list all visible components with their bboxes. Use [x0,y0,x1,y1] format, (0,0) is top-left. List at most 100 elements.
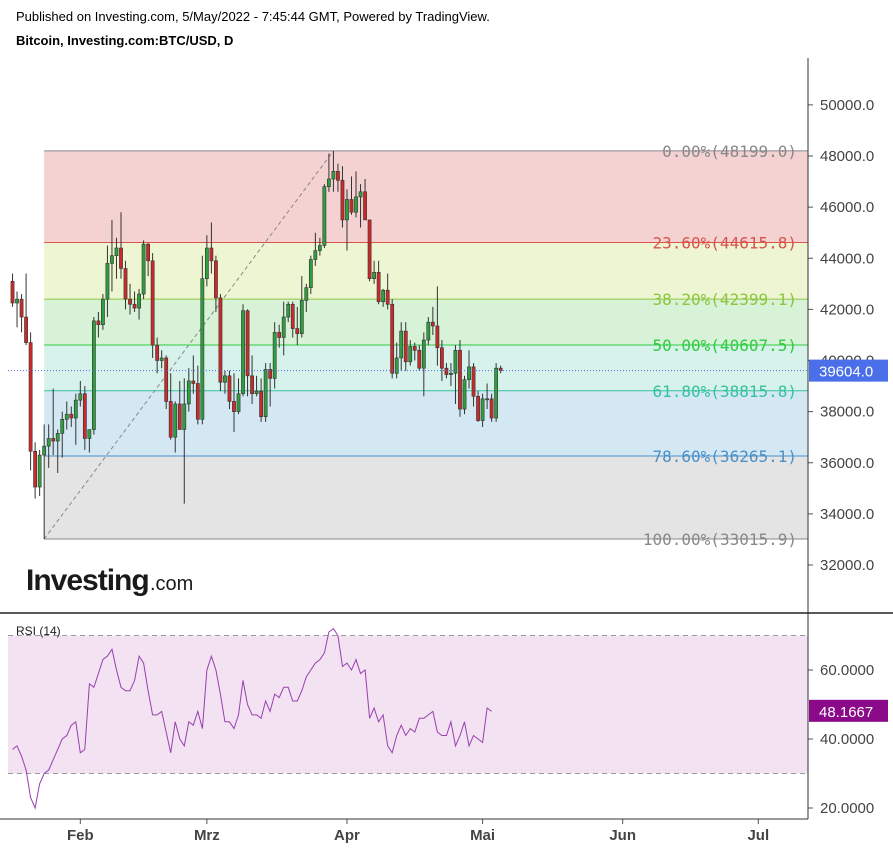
candle-body [164,357,169,402]
fib-level-label: 50.00%(40607.5) [653,336,798,355]
price-axis-label: 34000.0 [820,506,874,523]
price-axis-label: 36000.0 [820,455,874,472]
candle-body [263,369,268,418]
candle-body [42,445,47,456]
candle-body [223,375,227,383]
candle [78,380,83,407]
candle-body [480,398,485,421]
fibonacci-retracement: 0.00%(48199.0) 23.60%(44615.8) 38.20%(4239… [43,142,808,549]
candle-body [327,178,331,187]
candle-body [412,346,417,351]
fib-zone [44,299,808,345]
candle [164,355,169,410]
candle-body [15,298,19,304]
candle-body [182,403,187,430]
candle [304,283,309,312]
candle [254,375,259,397]
candle-body [236,393,241,412]
candle [308,255,313,295]
time-axis-label: Mrz [194,827,220,844]
candle-body [218,297,223,383]
candle [191,355,196,394]
candle-body [345,199,349,221]
candle [73,393,78,445]
candle-body [137,293,141,309]
candle-body [462,379,467,410]
candle [268,363,273,407]
candle [236,378,241,415]
price-axis-label: 42000.0 [820,301,874,318]
price-axis-label: 50000.0 [820,97,874,114]
logo-wordmark: Investing [26,564,149,597]
candle [241,304,245,397]
time-axis-label: Mai [470,827,495,844]
rsi-title: RSI (14) [16,624,61,638]
rsi-band [8,635,808,774]
candle [110,219,114,292]
candle-body [186,380,191,405]
candle [494,363,499,422]
candle-body [110,255,114,264]
candle-body [453,349,458,374]
candle-body [340,179,345,221]
candle [87,429,92,453]
candle-body [449,372,453,375]
candle-body [168,401,173,438]
candle-body [430,321,435,327]
candle [141,240,146,300]
candle-body [105,263,110,300]
candle [218,294,223,392]
candle-body [272,332,277,379]
candle [200,255,205,425]
candle [417,345,422,371]
rsi-axis-label: 40.0000 [820,731,874,748]
candle [372,260,376,284]
candle [462,375,467,415]
candle-body [46,438,51,447]
candle [313,232,318,266]
fib-level-label: 0.00%(48199.0) [662,142,797,161]
candle [340,166,345,228]
candle-body [471,366,476,397]
candle [489,393,494,422]
candle [363,179,367,221]
rsi-axis-label: 20.0000 [820,800,874,817]
candle [150,253,155,358]
candle [331,150,336,192]
candle-body [232,401,236,412]
candle [299,276,304,338]
candle-body [209,247,214,262]
candle-body [304,287,309,301]
candle [137,288,141,320]
candle-body [114,247,119,256]
candle [101,294,105,330]
candle [399,322,404,371]
candle-body [155,344,160,361]
candle-body [73,399,78,419]
candle [69,406,74,427]
candle-body [241,310,245,395]
candle-body [336,171,340,181]
fib-trend-line [43,150,334,540]
candle-body [159,357,164,361]
candle-body [10,280,15,304]
candle-body [141,243,146,295]
candle-body [51,438,56,442]
fib-level-label: 61.80%(38815.8) [653,382,798,401]
candle-body [19,298,24,318]
fib-level-label: 100.00%(33015.9) [643,530,797,549]
candle-body [331,171,336,180]
candle [458,340,462,417]
candle-body [277,332,282,338]
price-axis: 32000.034000.036000.038000.040000.042000… [808,97,888,574]
candle-body [123,268,128,300]
candle-body [281,316,286,338]
candle-body [60,418,65,434]
candle-body [96,320,101,326]
candle-body [408,346,413,363]
candle [322,184,327,249]
candle [376,260,381,305]
candle-body [385,289,390,305]
time-axis-label: Apr [334,827,360,844]
